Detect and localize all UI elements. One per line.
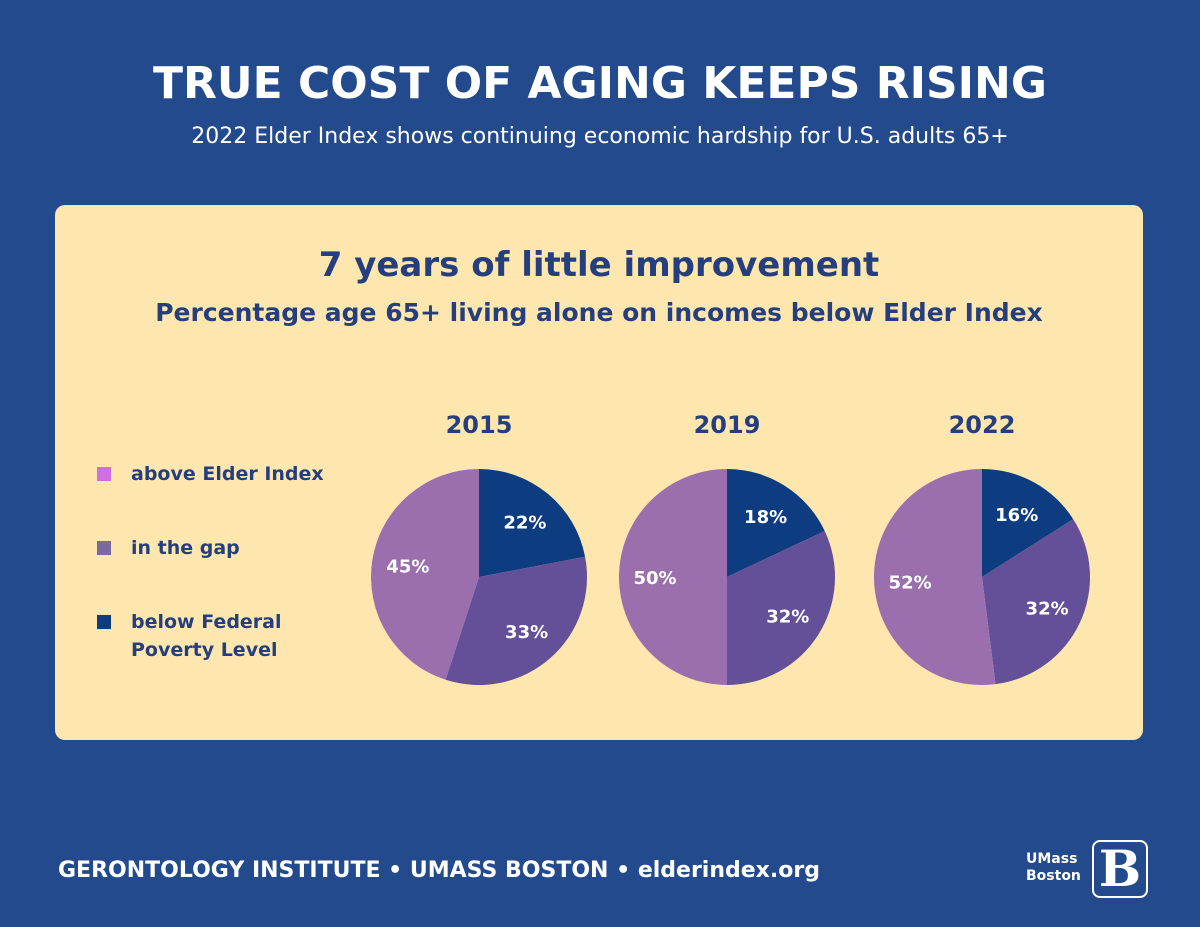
chart-title: 7 years of little improvement [318, 245, 880, 285]
pie-label-2022-gap: 32% [1026, 599, 1069, 620]
pie-label-2019-gap: 32% [766, 607, 809, 628]
chart-subtitle: Percentage age 65+ living alone on incom… [155, 298, 1043, 327]
pie-charts: 2015 22% 33% 45% 2019 18% 32% 50% 2022 16% 32% 52% [370, 411, 1090, 685]
pie-slice-2022-below [982, 469, 1074, 577]
umass-boston-logo-icon: B [1092, 840, 1148, 898]
pie-label-2019-above: 50% [633, 568, 676, 589]
logo-line-1: UMass [1026, 851, 1078, 867]
legend-swatch-below [97, 615, 111, 629]
pie-slice-2015-gap [445, 556, 587, 685]
umass-boston-logo-text: UMass Boston [1026, 851, 1081, 885]
pie-slice-2015-below [479, 469, 586, 577]
pie-year-label-2019: 2019 [694, 411, 761, 439]
pie-slice-2022-above [874, 469, 996, 685]
pie-label-2015-gap: 33% [505, 622, 548, 643]
legend-label-gap: in the gap [131, 537, 240, 559]
pie-label-2019-below: 18% [744, 507, 787, 528]
legend-swatch-gap [97, 541, 111, 555]
pie-label-2022-below: 16% [995, 505, 1038, 526]
logo-line-2: Boston [1026, 868, 1081, 884]
pie-slice-2019-above [619, 469, 727, 685]
chart-panel: 7 years of little improvement Percentage… [55, 205, 1143, 740]
pie-slice-2019-gap [727, 531, 835, 685]
pie-label-2022-above: 52% [889, 573, 932, 594]
legend-label-above: above Elder Index [131, 463, 324, 485]
legend-swatch-above [97, 467, 111, 481]
page-title: TRUE COST OF AGING KEEPS RISING [152, 58, 1047, 109]
legend-label-below: below Federal Poverty Level [131, 611, 282, 661]
pie-year-label-2022: 2022 [949, 411, 1016, 439]
pie-year-label-2015: 2015 [446, 411, 513, 439]
page-subtitle: 2022 Elder Index shows continuing econom… [191, 124, 1009, 149]
pie-label-2015-above: 45% [386, 557, 429, 578]
pie-slice-2019-below [727, 469, 825, 577]
pie-label-2015-below: 22% [503, 513, 546, 534]
pie-slice-2022-gap [982, 519, 1090, 685]
pie-slice-2015-above [370, 469, 479, 680]
footer-credits: GERONTOLOGY INSTITUTE • UMASS BOSTON • e… [58, 858, 820, 883]
